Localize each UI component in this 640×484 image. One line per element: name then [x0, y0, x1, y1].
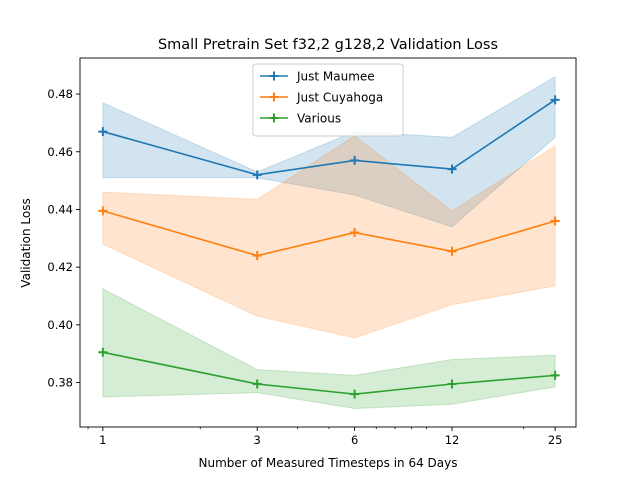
x-axis-label: Number of Measured Timesteps in 64 Days: [198, 456, 457, 470]
data-point-marker: [350, 389, 360, 399]
legend-box: [252, 63, 404, 137]
data-point-marker: [98, 347, 108, 357]
data-point-marker: [252, 170, 262, 180]
confidence-bands: [102, 75, 556, 410]
x-tick-label: 3: [254, 433, 261, 447]
y-tick-label: 0.40: [47, 318, 73, 332]
legend-marker-2: [269, 113, 279, 123]
legend-label-1: Just Cuyahoga: [296, 91, 383, 105]
x-tick-label: 6: [351, 433, 358, 447]
axes: 1 3 6 12 25 0.38 0.40 0.42 0.44 0.46 0.48: [47, 57, 577, 447]
y-tick-label: 0.42: [47, 260, 73, 274]
x-tick-label: 25: [548, 433, 563, 447]
data-point-marker: [98, 127, 108, 137]
y-tick-label: 0.38: [47, 376, 73, 390]
data-point-marker: [252, 251, 262, 261]
plot-frame: [79, 57, 577, 428]
x-tick-label: 12: [445, 433, 460, 447]
confidence-band-0: [102, 75, 556, 228]
chart-title: Small Pretrain Set f32,2 g128,2 Validati…: [158, 37, 498, 53]
legend-label-2: Various: [297, 112, 341, 126]
y-tick-label: 0.44: [47, 202, 73, 216]
data-point-marker: [550, 370, 560, 380]
y-tick-label: 0.46: [47, 145, 73, 159]
legend-marker-1: [269, 92, 279, 102]
legend-marker-0: [269, 71, 279, 81]
data-point-marker: [447, 246, 457, 256]
confidence-band-1: [102, 135, 556, 339]
x-tick-label: 1: [99, 433, 106, 447]
y-tick-label: 0.48: [47, 87, 73, 101]
data-point-marker: [550, 216, 560, 226]
data-point-marker: [350, 228, 360, 238]
legend-label-0: Just Maumee: [296, 70, 375, 84]
data-point-marker: [252, 379, 262, 389]
confidence-band-2: [102, 287, 556, 410]
legend: Just Maumee Just Cuyahoga Various: [252, 63, 404, 137]
series-lines: [98, 95, 560, 399]
data-point-marker: [350, 155, 360, 165]
data-point-marker: [98, 206, 108, 216]
y-axis-label: Validation Loss: [19, 198, 33, 287]
data-point-marker: [447, 164, 457, 174]
data-point-marker: [550, 95, 560, 105]
data-point-marker: [447, 379, 457, 389]
